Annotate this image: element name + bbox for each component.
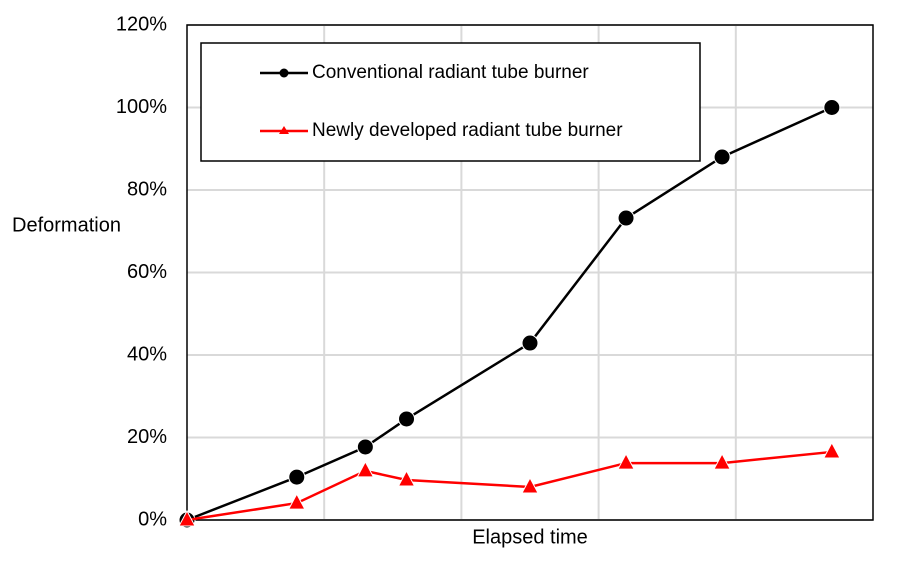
x-axis-label: Elapsed time bbox=[472, 526, 588, 548]
data-point bbox=[617, 209, 635, 227]
legend-marker bbox=[279, 68, 289, 78]
legend-label: Conventional radiant tube burner bbox=[312, 62, 589, 83]
y-tick-label: 60% bbox=[127, 261, 167, 283]
data-point bbox=[178, 509, 196, 527]
data-point bbox=[823, 99, 841, 116]
data-point bbox=[617, 453, 635, 470]
data-point bbox=[356, 460, 375, 478]
data-point bbox=[287, 493, 306, 510]
y-tick-label: 0% bbox=[138, 508, 167, 530]
series-line bbox=[186, 106, 833, 522]
legend-label: Newly developed radiant tube burner bbox=[312, 120, 623, 141]
plot-frame bbox=[186, 24, 874, 521]
series-line bbox=[186, 450, 832, 522]
data-point bbox=[521, 334, 539, 352]
data-point bbox=[288, 468, 306, 486]
y-tick-label: 40% bbox=[127, 343, 167, 365]
legend-box bbox=[200, 42, 701, 162]
data-point bbox=[397, 469, 416, 487]
data-point bbox=[356, 438, 374, 456]
y-tick-label: 80% bbox=[127, 178, 167, 200]
data-point bbox=[713, 453, 731, 470]
y-tick-label: 20% bbox=[127, 426, 167, 448]
y-tick-label: 120% bbox=[116, 13, 167, 35]
data-point bbox=[713, 148, 731, 166]
data-point bbox=[823, 441, 841, 459]
legend-marker bbox=[279, 126, 289, 134]
data-point bbox=[398, 410, 416, 428]
y-axis-label: Deformation bbox=[12, 214, 121, 236]
data-point bbox=[521, 476, 539, 494]
y-tick-label: 100% bbox=[116, 96, 167, 118]
